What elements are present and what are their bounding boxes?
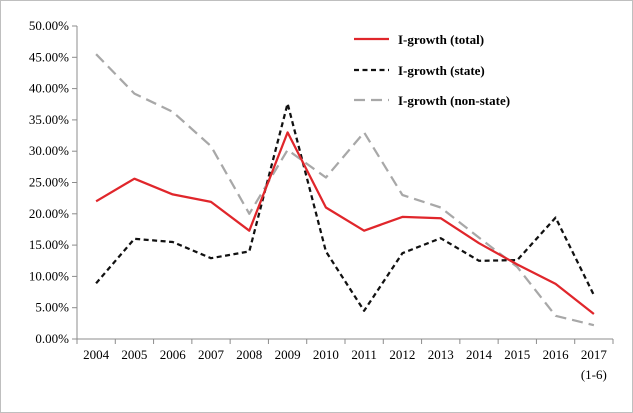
series-line-i-growth-non-state	[95, 53, 595, 327]
legend-label-state: I-growth (state)	[398, 63, 485, 78]
y-tick-label: 20.00%	[29, 206, 69, 221]
y-axis-ticks: 0.00% 5.00% 10.00% 15.00% 20.00% 25.00% 30.00%…	[29, 18, 77, 346]
x-tick-label: 2013	[428, 347, 454, 362]
y-tick-label: 30.00%	[29, 143, 69, 158]
x-tick-label: 2011	[351, 347, 377, 362]
x-tick-label: 2006	[160, 347, 187, 362]
legend: I-growth (total) I-growth (state) I-grow…	[354, 32, 510, 108]
y-tick-label: 40.00%	[29, 81, 69, 96]
legend-label-non-state: I-growth (non-state)	[398, 93, 510, 108]
x-axis-ticks: 2004 2005 2006 2007 2008 2009 2010 2011 2012 2013…	[76, 339, 614, 382]
x-tick-label: 2008	[236, 347, 262, 362]
x-tick-label: 2017	[581, 347, 608, 362]
y-tick-label: 5.00%	[35, 300, 69, 315]
x-tick-label: 2009	[275, 347, 301, 362]
series-line-i-growth-total	[95, 131, 595, 315]
y-tick-label: 50.00%	[29, 18, 69, 33]
x-tick-label: 2007	[198, 347, 225, 362]
x-tick-label: 2012	[389, 347, 415, 362]
y-tick-label: 0.00%	[35, 331, 69, 346]
legend-label-total: I-growth (total)	[398, 32, 484, 47]
series-layer	[95, 53, 595, 327]
x-tick-label: 2016	[543, 347, 570, 362]
x-tick-label: 2004	[83, 347, 110, 362]
x-tick-label: 2015	[504, 347, 530, 362]
y-tick-label: 45.00%	[29, 49, 69, 64]
x-tick-label: 2014	[466, 347, 493, 362]
x-tick-label: 2005	[121, 347, 147, 362]
y-tick-label: 25.00%	[29, 175, 69, 190]
y-tick-label: 35.00%	[29, 112, 69, 127]
x-tick-sublabel: (1-6)	[581, 367, 607, 382]
y-tick-label: 15.00%	[29, 237, 69, 252]
series-line-i-growth-state	[95, 102, 595, 312]
y-tick-label: 10.00%	[29, 268, 69, 283]
x-tick-label: 2010	[313, 347, 339, 362]
